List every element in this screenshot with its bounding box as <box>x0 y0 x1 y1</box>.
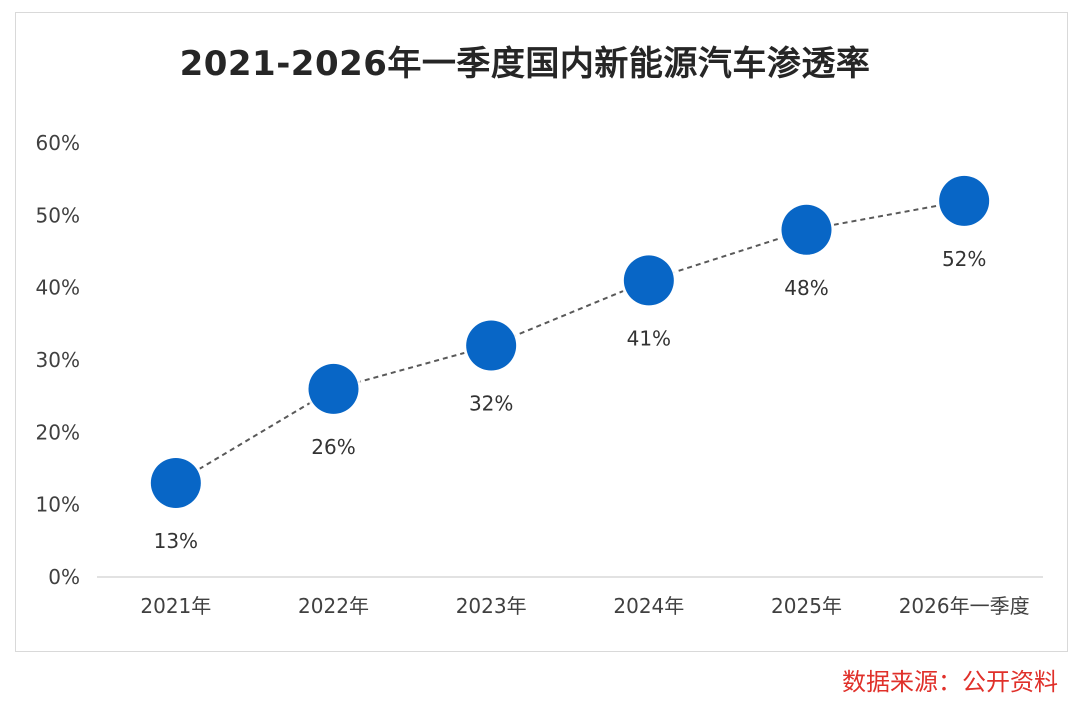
x-tick-label: 2021年 <box>140 594 211 618</box>
x-tick-label: 2024年 <box>613 594 684 618</box>
x-tick-label: 2025年 <box>771 594 842 618</box>
series-line <box>175 199 965 484</box>
y-tick-label: 40% <box>36 276 80 300</box>
data-point <box>466 320 517 371</box>
chart-frame <box>15 12 1068 652</box>
x-axis-ticks: 2021年 2022年 2023年 2024年 2025年 2026年一季度 <box>140 594 1029 618</box>
data-label: 48% <box>784 276 828 300</box>
data-point <box>150 457 201 508</box>
chart-title: 2021-2026年一季度国内新能源汽车渗透率 <box>179 44 871 84</box>
data-point <box>623 255 674 306</box>
data-point <box>939 175 990 226</box>
y-tick-label: 10% <box>36 493 80 517</box>
data-source-note: 数据来源：公开资料 <box>842 668 1058 696</box>
data-label: 52% <box>942 247 986 271</box>
y-axis-ticks: 0% 10% 20% 30% 40% 50% 60% <box>36 131 80 589</box>
x-tick-label: 2026年一季度 <box>899 594 1030 618</box>
y-tick-label: 20% <box>36 420 80 444</box>
data-point <box>308 363 359 414</box>
data-label: 41% <box>627 326 671 350</box>
x-tick-label: 2023年 <box>456 594 527 618</box>
data-label: 32% <box>469 392 513 416</box>
data-label: 13% <box>154 529 198 553</box>
data-point <box>781 204 832 255</box>
data-label: 26% <box>311 435 355 459</box>
y-tick-label: 50% <box>36 203 80 227</box>
y-tick-label: 60% <box>36 131 80 155</box>
y-tick-label: 30% <box>36 348 80 372</box>
series <box>147 172 993 511</box>
x-tick-label: 2022年 <box>298 594 369 618</box>
y-tick-label: 0% <box>48 565 80 589</box>
data-labels: 13% 26% 32% 41% 48% 52% <box>154 247 987 553</box>
